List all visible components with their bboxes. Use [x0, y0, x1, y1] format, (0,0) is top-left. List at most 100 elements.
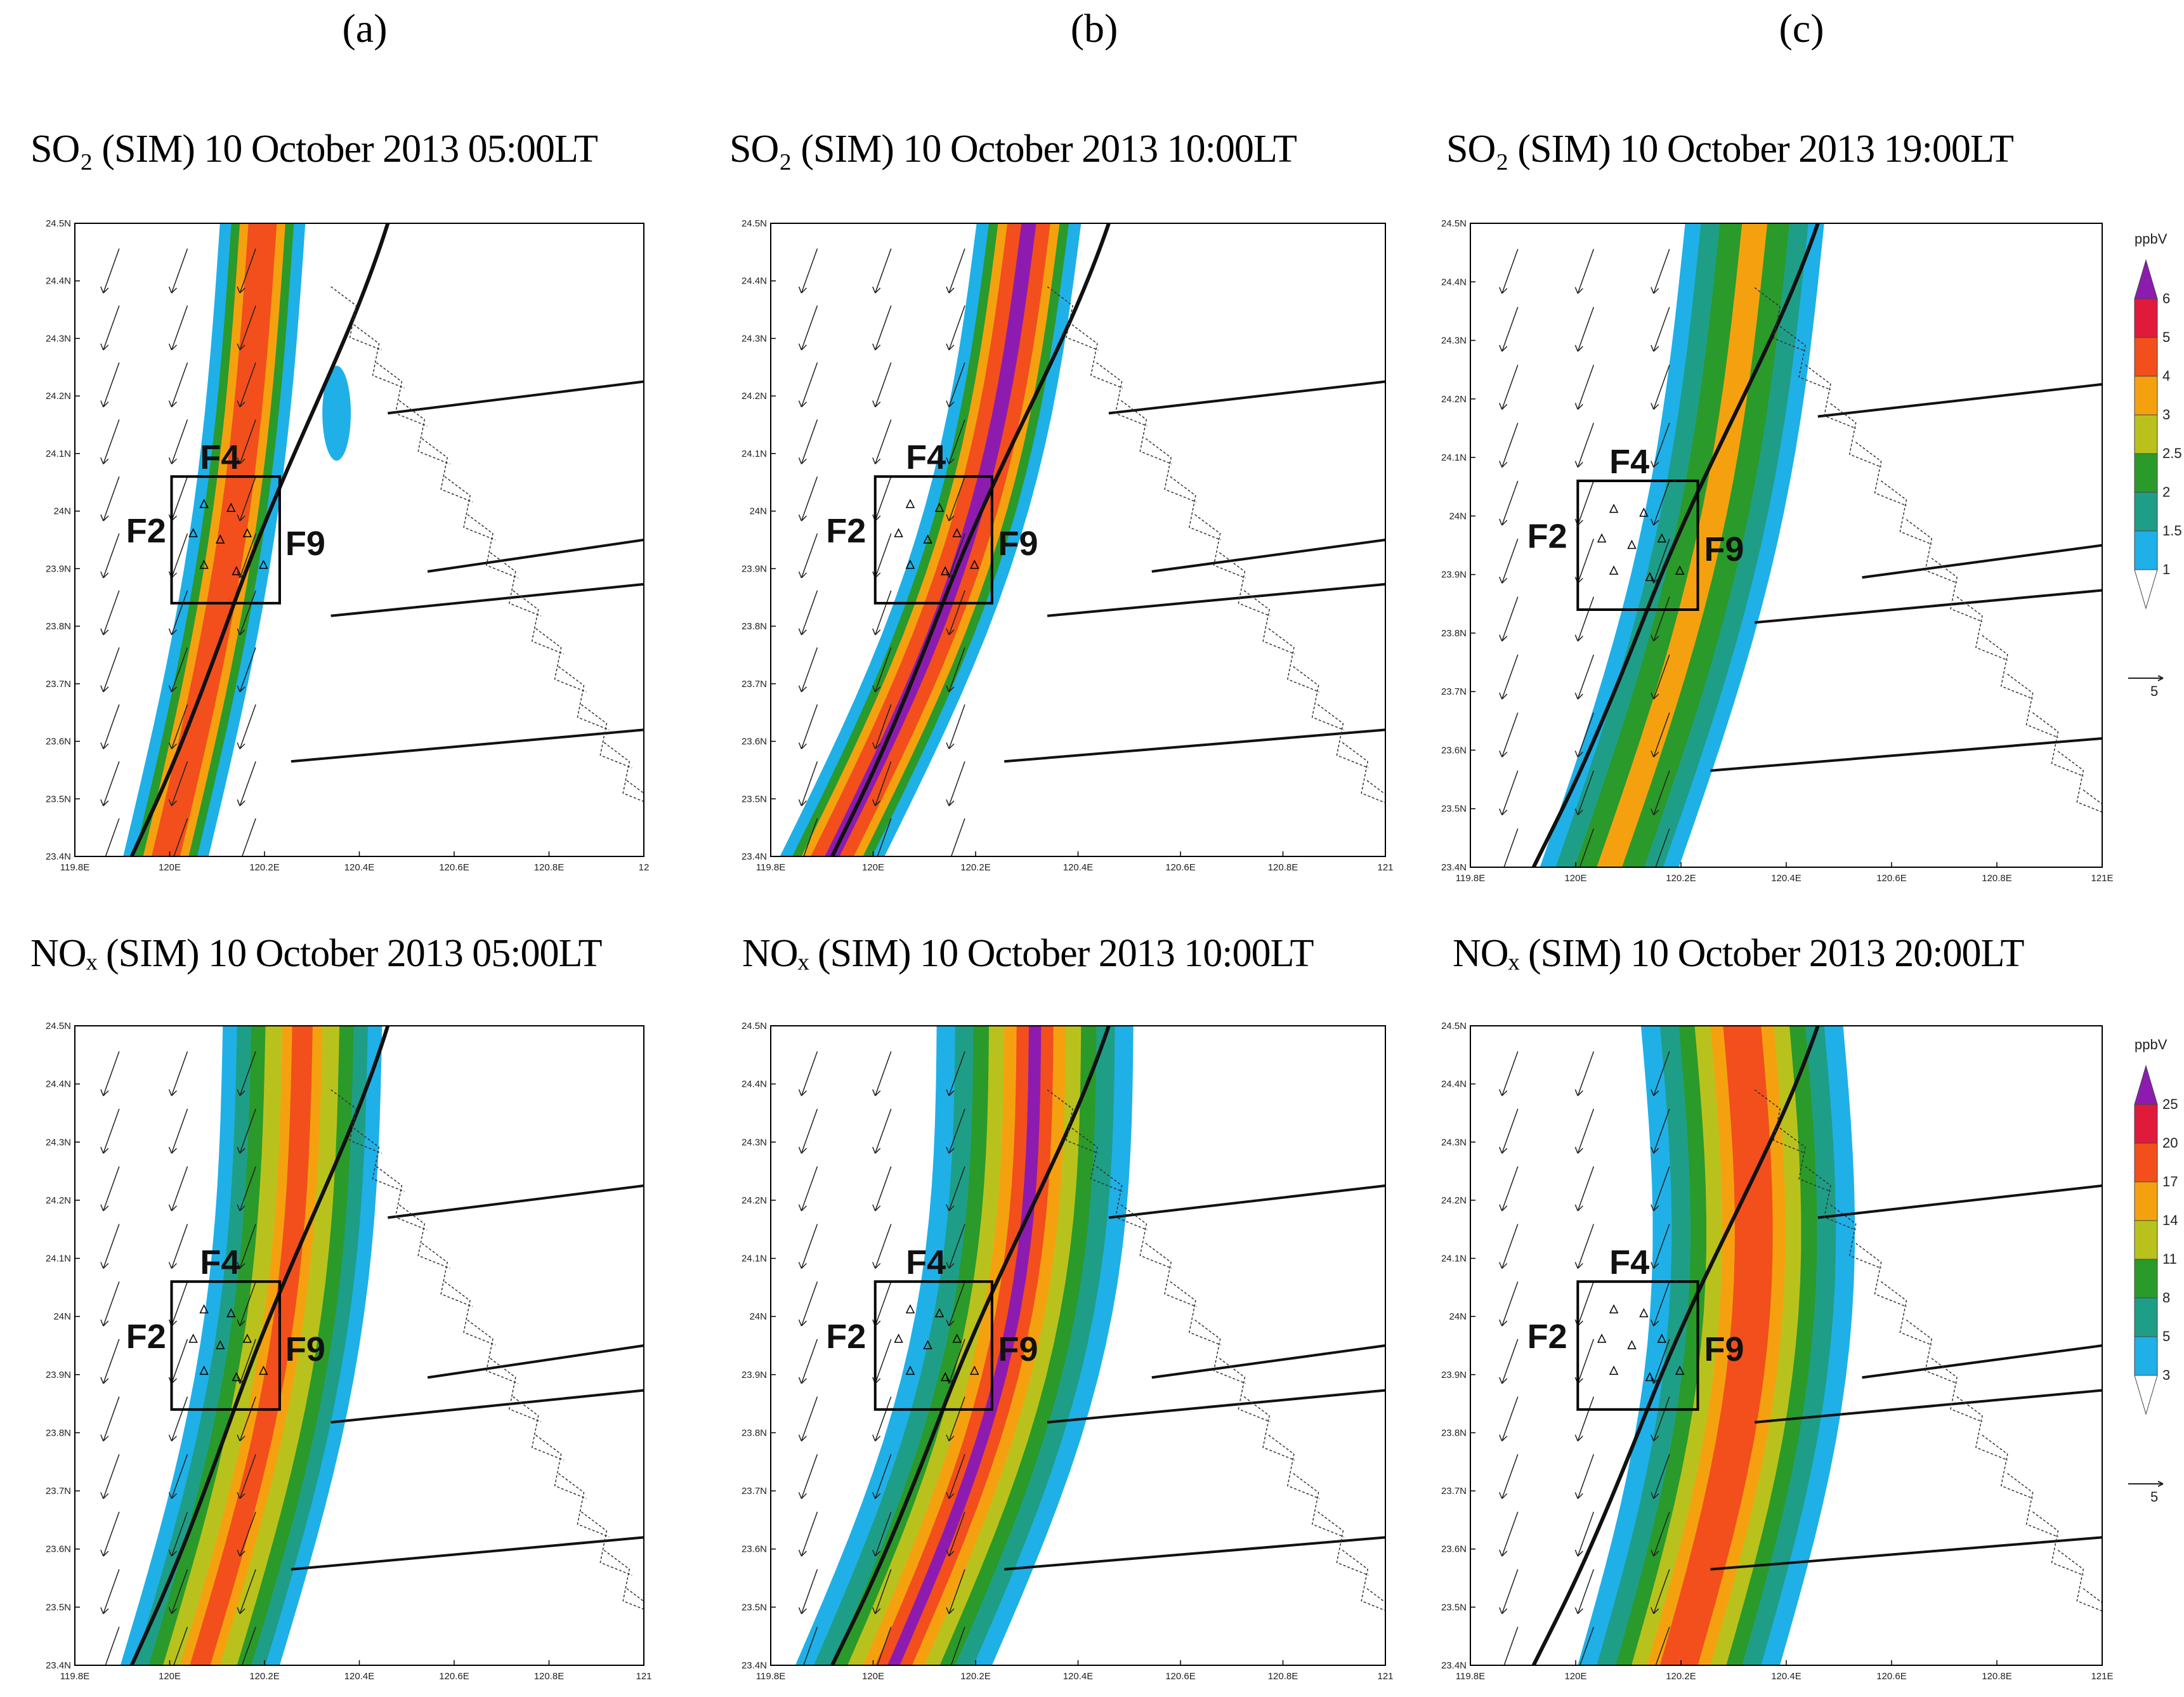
county-boundary [330, 1389, 644, 1424]
monitoring-station-icon [232, 566, 241, 575]
wind-vector-arrow [168, 647, 188, 693]
wind-vector-arrow [946, 818, 965, 856]
map-content [1470, 1026, 2102, 1665]
map-content [771, 223, 1385, 856]
wind-vector-arrow [798, 1511, 818, 1557]
y-tick-label: 23.4N [742, 1660, 767, 1671]
y-tick-label: 24N [53, 1311, 71, 1322]
colorbar-level-label: 6 [2162, 291, 2170, 306]
wind-vector-arrow [1499, 423, 1519, 468]
wind-vector-arrow [1574, 654, 1595, 700]
map-panel-so2-1900: F4 F2 F9 24.5N 24.4N 24.3N 24.2N 24.1N 24N 23.9N 2… [1441, 218, 2114, 884]
wind-vector-arrow [872, 1396, 892, 1442]
wind-vector-arrow [100, 476, 120, 521]
monitoring-station-icon [923, 1340, 932, 1349]
y-tick-label: 23.5N [46, 1602, 71, 1613]
wind-vector-arrow [168, 1569, 188, 1615]
colorbar-segment [2134, 1259, 2158, 1299]
wind-vector-arrow [237, 248, 256, 294]
y-tick-label: 24.4N [46, 276, 71, 287]
wind-vector-arrow [237, 419, 256, 464]
colorbar-segment [2134, 337, 2158, 377]
wind-vector-arrow [798, 1051, 818, 1096]
monitoring-station-icon [970, 560, 979, 569]
y-tick-label: 23.8N [1441, 628, 1467, 639]
monitoring-station-icon [199, 560, 209, 569]
monitoring-station-icon [188, 1333, 198, 1343]
wind-vector-arrow [1574, 712, 1595, 757]
y-tick-label: 23.8N [742, 1427, 767, 1438]
concentration-patch [322, 365, 351, 461]
township-boundary [1906, 1320, 1958, 1384]
wind-vector-arrow [1651, 654, 1670, 700]
wind-vector-arrow [100, 761, 120, 806]
wind-vector-arrow [1499, 1454, 1519, 1499]
colorbar-level-label: 25 [2162, 1096, 2178, 1112]
wind-vector-arrow [946, 1166, 965, 1212]
monitoring-station-icon [940, 566, 950, 575]
y-tick-label: 24N [1449, 1311, 1467, 1322]
wind-vector-arrow [798, 1569, 818, 1615]
monitoring-station-icon [952, 528, 962, 537]
monitoring-station-icon [905, 1304, 915, 1314]
label-f9: F9 [1704, 1330, 1744, 1368]
county-boundary [1151, 539, 1385, 573]
concentration-band-6 [190, 1026, 313, 1665]
vector-reference-label: 5 [2150, 1489, 2158, 1505]
x-tick-label: 12 [639, 862, 650, 873]
y-tick-label: 23.7N [742, 679, 767, 690]
concentration-band-6 [1659, 1026, 1773, 1665]
colorbar-segment [2134, 298, 2158, 338]
y-tick-label: 24.4N [742, 1079, 767, 1090]
county-boundary [330, 582, 644, 617]
y-tick-label: 24.4N [742, 276, 767, 287]
wind-vector-arrow [237, 1281, 256, 1327]
monitoring-station-icon [1609, 503, 1619, 513]
y-tick-label: 23.6N [742, 737, 767, 747]
y-tick-label: 23.8N [46, 621, 71, 632]
x-tick-label: 121E [2091, 1671, 2113, 1682]
county-boundary [1047, 1389, 1385, 1424]
y-tick-label: 24.3N [742, 333, 767, 344]
y-tick-label: 24N [53, 506, 71, 517]
township-boundary [603, 742, 644, 803]
y-tick-label: 24.5N [742, 1021, 767, 1032]
y-tick-label: 24.3N [46, 1137, 71, 1148]
township-boundary [1342, 1549, 1385, 1611]
monitoring-station-icon [1639, 508, 1649, 517]
monitoring-station-icon [226, 1307, 236, 1318]
wind-vector-arrow [237, 761, 256, 806]
x-tick-label: 120.6E [1876, 1671, 1907, 1682]
wind-vector-arrow [1651, 1051, 1670, 1096]
wind-vector-arrow [946, 590, 965, 636]
wind-vector-arrow [1499, 1108, 1519, 1154]
colorbar-level-label: 8 [2162, 1290, 2170, 1306]
colorbar-top-arrow [2134, 1065, 2158, 1105]
township-boundary [1145, 1243, 1197, 1307]
x-tick-label: 120.8E [1268, 1671, 1298, 1682]
colorbar-bottom-arrow [2134, 1375, 2158, 1415]
x-tick-label: 120.8E [534, 862, 565, 873]
y-tick-label: 24.1N [742, 449, 767, 459]
y-tick-label: 23.9N [742, 563, 767, 574]
wind-vector-arrow [168, 419, 188, 464]
wind-vector-arrow [168, 1108, 188, 1154]
monitoring-station-icon [1609, 1365, 1619, 1375]
township-boundary [1120, 1204, 1172, 1269]
x-tick-label: 120.4E [1063, 1671, 1094, 1682]
y-tick-label: 23.6N [742, 1544, 767, 1555]
colorbar-bottom-arrow [2134, 569, 2158, 610]
x-tick-label: 120E [159, 862, 181, 873]
wind-vector-arrow [872, 419, 892, 464]
label-f2: F2 [1527, 1318, 1567, 1356]
township-boundary [1956, 596, 2008, 661]
wind-vector-arrow [100, 1051, 120, 1096]
wind-vector-arrow [1499, 596, 1519, 642]
y-tick-label: 24.2N [1441, 394, 1467, 405]
wind-vector-arrow [798, 476, 818, 521]
wind-vector-arrow [1499, 249, 1519, 294]
township-boundary [1880, 1281, 1932, 1346]
x-tick-label: 120E [862, 862, 884, 873]
monitoring-station-icon [259, 1365, 268, 1375]
wind-vector-arrow [1651, 1569, 1670, 1615]
